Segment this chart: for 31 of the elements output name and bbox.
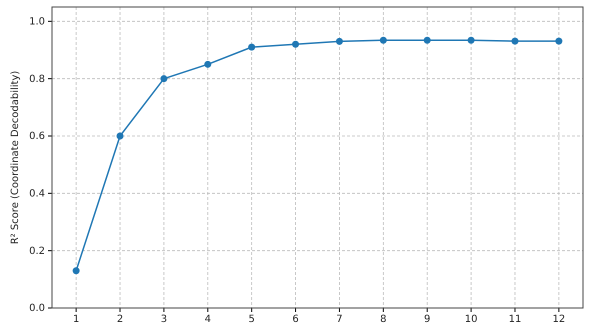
point — [248, 44, 256, 51]
point — [204, 60, 212, 68]
point — [336, 38, 343, 45]
y-tick-label: 0.4 — [29, 188, 45, 200]
x-tick-label: 3 — [160, 314, 168, 326]
point — [292, 40, 300, 48]
y-axis-title: R² Score (Coordinate Decodability) — [10, 70, 21, 244]
y-tick-label: 0.8 — [29, 74, 45, 85]
x-tick-label: 6 — [292, 314, 299, 326]
point — [511, 38, 518, 45]
x-tick-label: 2 — [116, 314, 124, 326]
point — [468, 36, 475, 44]
y-tick-label: 0.2 — [29, 246, 45, 257]
x-tick-label: 11 — [508, 314, 522, 326]
x-tick-label: 8 — [380, 314, 387, 326]
point — [160, 75, 168, 82]
point — [72, 267, 80, 274]
y-tick-label: 1.0 — [29, 16, 45, 28]
point — [380, 36, 387, 44]
point — [424, 36, 431, 44]
y-tick-label: 0.6 — [29, 131, 45, 142]
x-tick-label: 12 — [552, 314, 566, 326]
point — [116, 132, 124, 140]
y-tick-label: 0.0 — [29, 303, 45, 314]
x-tick-label: 7 — [336, 314, 343, 326]
x-tick-label: 1 — [72, 314, 80, 326]
x-tick-label: 10 — [464, 314, 478, 326]
x-tick-label: 9 — [424, 314, 430, 326]
point — [555, 38, 562, 45]
x-tick-label: 4 — [204, 314, 211, 326]
x-tick-label: 5 — [248, 314, 255, 326]
